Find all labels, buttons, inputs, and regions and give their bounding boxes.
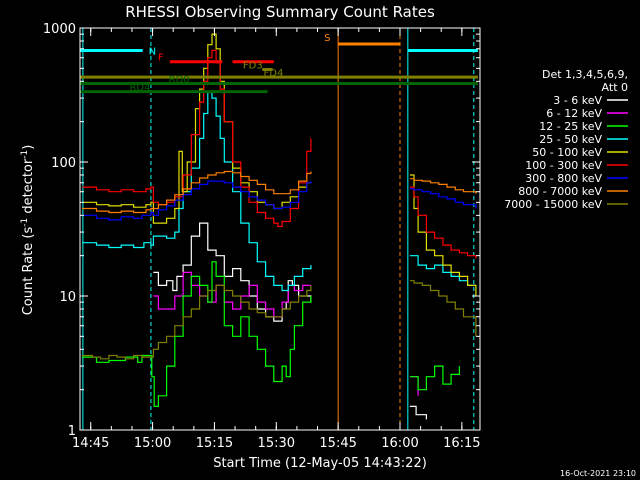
series-line-7 bbox=[82, 170, 477, 214]
legend-header-1: Att 0 bbox=[602, 81, 628, 94]
series-line-2 bbox=[82, 261, 460, 407]
y-tick-label-2: 100 bbox=[51, 156, 76, 171]
state-bar-label-5: RD4 bbox=[129, 83, 150, 94]
state-bar-label-4: RD0 bbox=[169, 75, 190, 86]
legend-label-1: 6 - 12 keV bbox=[546, 107, 602, 120]
legend-label-3: 25 - 50 keV bbox=[539, 133, 602, 146]
y-tick-label-1: 10 bbox=[59, 290, 76, 305]
legend-header-0: Det 1,3,4,5,6,9, bbox=[542, 68, 628, 81]
series-line-6 bbox=[82, 180, 477, 221]
axes: 14:45 15:00 15:15 15:30 15:45 16:00 16:15 1 10 10… bbox=[43, 22, 481, 451]
x-tick-label-4: 15:45 bbox=[319, 436, 356, 451]
y-tick-label-3: 1000 bbox=[43, 22, 76, 37]
x-axis-label: Start Time (12-May-05 14:43:22) bbox=[213, 456, 427, 471]
legend-label-7: 800 - 7000 keV bbox=[518, 185, 602, 198]
state-bar-label-0: N bbox=[149, 46, 156, 57]
legend-label-0: 3 - 6 keV bbox=[553, 94, 602, 107]
series-line-8 bbox=[82, 280, 477, 360]
series-line-3 bbox=[82, 91, 476, 292]
x-tick-label-6: 16:15 bbox=[443, 436, 480, 451]
state-bar-label-1: F bbox=[158, 53, 164, 64]
legend-label-2: 12 - 25 keV bbox=[539, 120, 602, 133]
legend-label-5: 100 - 300 keV bbox=[525, 159, 602, 172]
timestamp: 16-Oct-2021 23:10 bbox=[560, 469, 636, 478]
legend-label-6: 300 - 800 keV bbox=[525, 172, 602, 185]
series-line-5 bbox=[82, 49, 477, 259]
plot-frame bbox=[79, 27, 481, 431]
y-tick-label-0: 1 bbox=[68, 424, 76, 439]
state-bar-label-6: S bbox=[324, 33, 330, 44]
x-tick-label-0: 14:45 bbox=[72, 436, 109, 451]
legend-label-8: 7000 - 15000 keV bbox=[504, 198, 602, 211]
legend-label-4: 50 - 100 keV bbox=[532, 146, 602, 159]
state-bar-label-2: FD3 bbox=[243, 61, 263, 72]
chart-title: RHESSI Observing Summary Count Rates bbox=[125, 3, 435, 21]
x-tick-label-3: 15:30 bbox=[258, 436, 295, 451]
x-tick-label-2: 15:15 bbox=[196, 436, 233, 451]
x-tick-label-5: 16:00 bbox=[381, 436, 418, 451]
state-bar-label-3: FD4 bbox=[264, 68, 284, 79]
x-tick-label-1: 15:00 bbox=[134, 436, 171, 451]
y-axis-label: Count Rate (s-1 detector-1) bbox=[20, 145, 36, 316]
